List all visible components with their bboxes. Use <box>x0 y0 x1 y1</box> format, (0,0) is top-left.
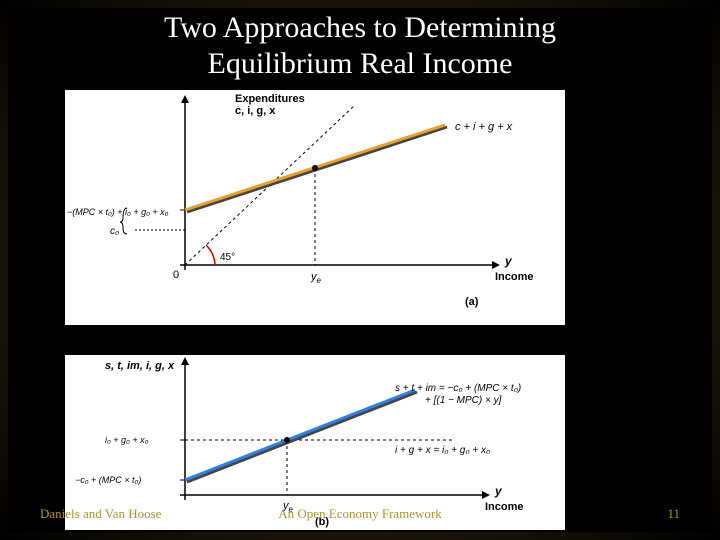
panel-a-label: (a) <box>465 296 479 308</box>
diagram-b-svg: s, t, im, i, g, x y Income i + g + x = i… <box>65 355 565 530</box>
angle-label: 45° <box>220 252 235 263</box>
title-line1: Two Approaches to Determining <box>164 11 556 44</box>
eq-label: ye <box>310 271 322 285</box>
sloped-line-shadow <box>187 392 417 482</box>
slide-title: Two Approaches to Determining Equilibriu… <box>0 10 720 82</box>
intercept-c0-label: c₀ <box>110 226 119 237</box>
agg-line-label: c + i + g + x <box>455 121 513 133</box>
footer-center: An Open Economy Framework <box>0 506 720 522</box>
x-axis-arrow <box>492 261 500 269</box>
y-axis-b-arrow <box>181 357 189 365</box>
y-axis-b-title: s, t, im, i, g, x <box>105 360 175 372</box>
y-axis-title1: Expenditures <box>235 93 305 105</box>
x-axis-b-title1: y <box>494 484 503 498</box>
slide: Two Approaches to Determining Equilibriu… <box>0 0 720 540</box>
intercept-bot-label: −c₀ + (MPC × t₀) <box>75 475 141 485</box>
flat-line-label: i + g + x = i₀ + g₀ + x₀ <box>395 445 490 456</box>
y-axis-arrow <box>181 95 189 103</box>
sloped-line <box>185 390 415 480</box>
x-axis-title1: y <box>504 254 513 268</box>
title-line2: Equilibrium Real Income <box>208 47 513 80</box>
x-axis-b-arrow <box>482 491 490 499</box>
angle-arc <box>206 245 215 265</box>
y-axis-title2: c, i, g, x <box>235 105 276 117</box>
diagram-b: s, t, im, i, g, x y Income i + g + x = i… <box>65 355 565 530</box>
diagram-a: Expenditures c, i, g, x y Income 0 45° c… <box>65 90 565 325</box>
intercept-top-label: i₀ + g₀ + x₀ <box>105 435 149 445</box>
origin-label: 0 <box>173 269 179 281</box>
intercept-min-label: −(MPC × t₀) + i₀ + g₀ + x₀ <box>67 207 169 217</box>
sloped-label2: + [(1 − MPC) × y] <box>425 395 502 406</box>
sloped-label1: s + t + im = −c₀ + (MPC × t₀) <box>395 383 521 394</box>
x-axis-title2: Income <box>495 271 534 283</box>
footer-right: 11 <box>667 506 680 522</box>
diagram-a-svg: Expenditures c, i, g, x y Income 0 45° c… <box>65 90 565 325</box>
